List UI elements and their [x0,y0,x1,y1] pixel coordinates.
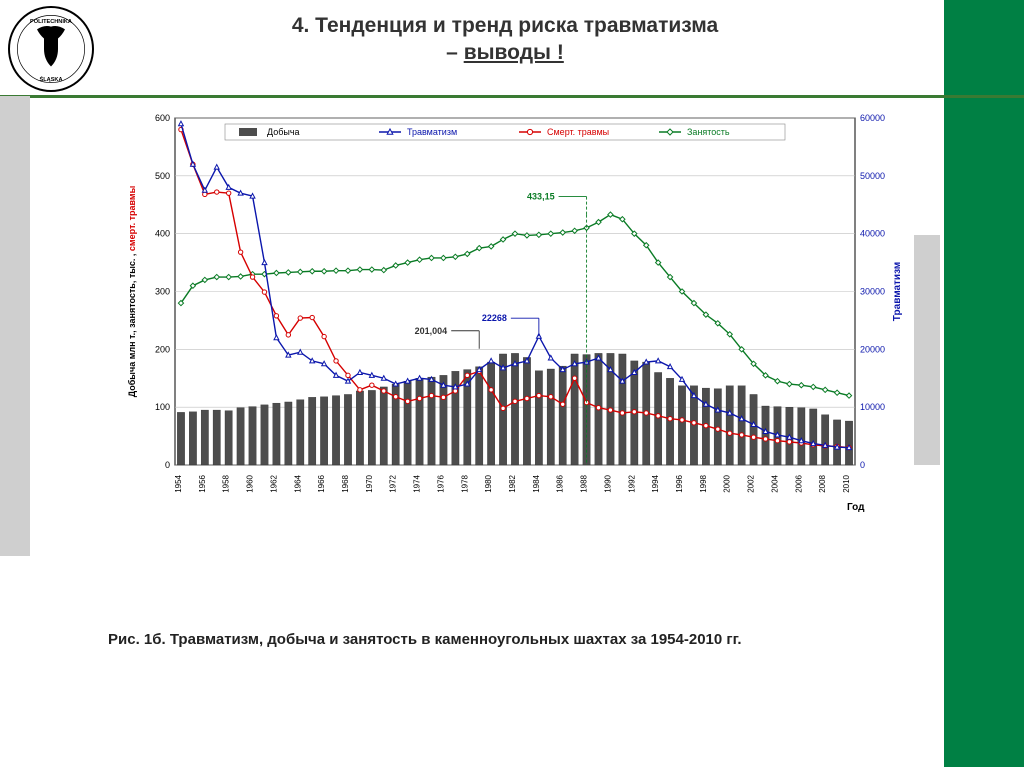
svg-text:1976: 1976 [436,474,445,492]
svg-text:1956: 1956 [198,474,207,492]
svg-text:Смерт. травмы: Смерт. травмы [547,127,609,137]
svg-text:1994: 1994 [651,474,660,492]
right-gray-strip [914,235,940,465]
svg-text:1960: 1960 [246,474,255,492]
svg-text:Занятость: Занятость [687,127,730,137]
svg-text:50000: 50000 [860,171,885,181]
svg-text:1990: 1990 [603,474,612,492]
svg-text:Травматизм: Травматизм [407,127,457,137]
main-chart: 0 100 200 300 400 500 600 0 10000 20000 30000 40000… [120,100,910,520]
svg-text:2006: 2006 [794,474,803,492]
svg-text:201,004: 201,004 [415,326,448,336]
svg-text:Год: Год [847,502,865,513]
svg-text:1974: 1974 [413,474,422,492]
svg-text:1982: 1982 [508,474,517,492]
svg-text:1972: 1972 [389,474,398,492]
svg-text:2010: 2010 [842,474,851,492]
svg-text:500: 500 [155,171,170,181]
university-logo: POLITECHNIKA ŚLĄSKA [8,6,94,92]
svg-text:1996: 1996 [675,474,684,492]
svg-text:22268: 22268 [482,313,507,323]
svg-text:Добыча млн т., занятость, тыс.: Добыча млн т., занятость, тыс. , смерт. … [127,185,137,397]
svg-text:10000: 10000 [860,402,885,412]
svg-text:600: 600 [155,113,170,123]
svg-text:1958: 1958 [222,474,231,492]
svg-text:0: 0 [165,460,170,470]
svg-text:1966: 1966 [317,474,326,492]
svg-text:300: 300 [155,287,170,297]
svg-text:1954: 1954 [174,474,183,492]
svg-text:40000: 40000 [860,229,885,239]
svg-text:400: 400 [155,229,170,239]
title-line2-prefix: – [446,41,464,64]
figure-caption: Рис. 1б. Травматизм, добыча и занятость … [108,630,888,650]
slide-title: 4. Тенденция и тренд риска травматизма –… [160,12,850,67]
svg-text:1998: 1998 [699,474,708,492]
svg-text:20000: 20000 [860,344,885,354]
header-divider [0,95,1024,98]
title-line1: 4. Тенденция и тренд риска травматизма [292,14,718,37]
svg-text:1992: 1992 [627,474,636,492]
svg-text:100: 100 [155,402,170,412]
svg-text:1988: 1988 [580,474,589,492]
svg-text:2002: 2002 [747,474,756,492]
right-green-band [944,0,1024,767]
title-underline: выводы ! [464,41,564,64]
svg-text:433,15: 433,15 [527,192,555,202]
svg-text:60000: 60000 [860,113,885,123]
svg-text:1980: 1980 [484,474,493,492]
svg-text:POLITECHNIKA: POLITECHNIKA [30,19,72,25]
svg-text:1964: 1964 [293,474,302,492]
svg-text:1986: 1986 [556,474,565,492]
svg-text:30000: 30000 [860,287,885,297]
svg-text:Травматизм: Травматизм [892,262,903,321]
svg-text:2008: 2008 [818,474,827,492]
left-gray-strip [0,96,30,556]
svg-text:1968: 1968 [341,474,350,492]
svg-text:2004: 2004 [770,474,779,492]
svg-text:200: 200 [155,344,170,354]
svg-text:2000: 2000 [723,474,732,492]
svg-text:1984: 1984 [532,474,541,492]
svg-text:ŚLĄSKA: ŚLĄSKA [40,76,63,83]
svg-text:0: 0 [860,460,865,470]
svg-text:1978: 1978 [460,474,469,492]
svg-text:1970: 1970 [365,474,374,492]
svg-text:1962: 1962 [269,474,278,492]
svg-text:Добыча: Добыча [267,127,300,137]
